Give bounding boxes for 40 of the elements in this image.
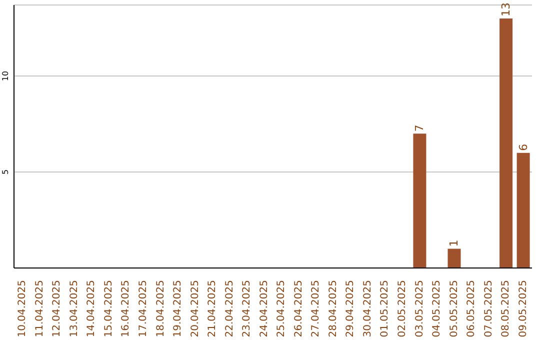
x-tick-label: 07.05.2025 — [483, 280, 494, 338]
x-tick-label: 18.04.2025 — [155, 280, 166, 338]
x-tick-label: 26.04.2025 — [293, 280, 304, 338]
x-tick-label: 28.04.2025 — [328, 280, 339, 338]
data-label: 7 — [413, 124, 426, 132]
x-tick-label: 22.04.2025 — [224, 280, 236, 338]
data-label: 6 — [516, 144, 530, 151]
x-tick-label: 16.04.2025 — [120, 280, 132, 338]
x-tick-label: 23.04.2025 — [242, 280, 253, 338]
x-tick-label: 25.04.2025 — [276, 280, 288, 338]
x-tick-label: 29.04.2025 — [345, 280, 356, 338]
x-tick-label: 15.04.2025 — [103, 280, 114, 338]
x-tick-label: 24.04.2025 — [258, 280, 270, 338]
x-tick-label: 04.05.2025 — [432, 280, 443, 338]
bar — [448, 248, 461, 268]
x-tick-label: 11.04.2025 — [34, 280, 46, 338]
x-tick-label: 21.04.2025 — [207, 280, 218, 338]
x-tick-label: 20.04.2025 — [190, 280, 201, 338]
x-tick-label: 09.05.2025 — [518, 280, 529, 338]
x-tick-label: 05.05.2025 — [448, 280, 460, 338]
x-tick-label: 01.05.2025 — [380, 280, 391, 338]
x-tick-label: 14.04.2025 — [86, 280, 98, 338]
data-label: 1 — [448, 240, 461, 247]
x-tick-label: 27.04.2025 — [310, 280, 322, 338]
data-label: 13 — [500, 2, 513, 16]
x-tick-label: 02.05.2025 — [397, 280, 408, 338]
y-tick-label: 10 — [1, 70, 10, 82]
x-tick-label: 13.04.2025 — [68, 280, 80, 338]
bar — [516, 152, 530, 268]
bar — [413, 134, 426, 268]
x-tick-label: 19.04.2025 — [172, 280, 184, 338]
x-tick-label: 12.04.2025 — [52, 280, 63, 338]
x-tick-label: 06.05.2025 — [466, 280, 478, 338]
y-tick-label: 5 — [1, 169, 10, 175]
x-tick-label: 10.04.2025 — [17, 280, 28, 338]
x-tick-label: 03.05.2025 — [414, 280, 426, 338]
x-tick-label: 08.05.2025 — [500, 280, 512, 338]
bar — [500, 18, 513, 268]
x-tick-label: 30.04.2025 — [362, 280, 374, 338]
x-tick-label: 17.04.2025 — [138, 280, 149, 338]
